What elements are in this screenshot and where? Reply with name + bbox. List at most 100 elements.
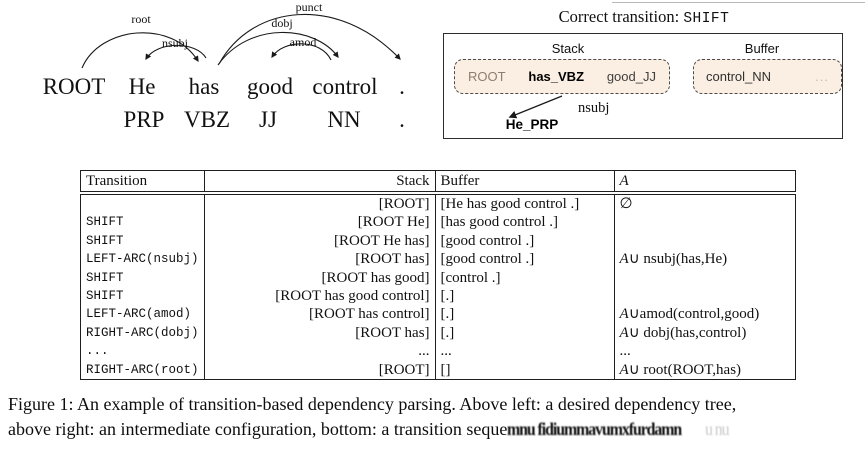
cropped-edge-line [612, 2, 865, 3]
arc-label-nsubj: nsubj [162, 36, 188, 50]
arc-set-cell: A∪ dobj(has,control) [614, 324, 795, 342]
transition-cell: SHIFT [80, 213, 205, 232]
caption-line-2: above right: an intermediate configurati… [8, 417, 862, 442]
figure-caption: Figure 1: An example of transition-based… [8, 392, 862, 441]
arc-label-amod: amod [290, 35, 317, 49]
buffer-cell: [good control .] [435, 250, 615, 269]
nsubj-arrow [508, 95, 563, 119]
buffer-item-control-nn: control_NN [706, 69, 772, 84]
panel-title: Correct transition: SHIFT [443, 7, 845, 27]
stack-cell: [ROOT] [204, 360, 436, 380]
arc-dobj [217, 32, 339, 66]
stack-cell: [ROOT He has] [204, 231, 436, 251]
transition-cell: LEFT-ARC(nsubj) [80, 250, 205, 269]
tree-word-he: He [129, 74, 156, 99]
arc-nsubj [145, 44, 207, 61]
transition-cell: SHIFT [80, 231, 205, 251]
arc-root [81, 32, 199, 69]
table-row: SHIFT [ROOT has good control] [.] [80, 287, 796, 306]
arc-set-cell [614, 269, 795, 287]
arc-set-cell [614, 287, 795, 305]
arc-set-cell [614, 232, 795, 250]
stack-item-has-vbz: has_VBZ [528, 69, 585, 84]
arc-set-rest: ... [619, 343, 631, 360]
stack-cell: [ROOT has good] [204, 268, 436, 288]
table-row: SHIFT [ROOT He has] [good control .] [80, 231, 796, 251]
arc-set-cell: A∪ nsubj(has,He) [614, 250, 795, 268]
tree-pos-vbz: VBZ [184, 107, 230, 132]
stack-item-root: ROOT [468, 69, 506, 84]
table-row: SHIFT [ROOT has good] [control .] [80, 268, 796, 288]
stack-cell: [ROOT has] [204, 250, 436, 269]
pending-item-he-prp: He_PRP [506, 117, 559, 132]
transition-cell: ... [80, 342, 205, 361]
tree-word-good: good [247, 74, 294, 99]
buffer-label: Buffer [744, 41, 780, 56]
table-row: LEFT-ARC(nsubj) [ROOT has] [good control .… [80, 250, 796, 269]
transition-table: Transition Stack Buffer A [ROOT] [He has … [80, 170, 796, 381]
stack-item-good-jj: good_JJ [606, 69, 656, 84]
arc-set-rest: ∪ nsubj(has,He) [628, 251, 728, 268]
dependency-tree: root nsubj punct dobj amod ROOT He has g… [43, 0, 405, 132]
arc-label-punct: punct [296, 0, 323, 14]
stack-cell: [ROOT has good control] [204, 287, 436, 306]
buffer-container: control_NN ... [693, 59, 842, 94]
arc-set-cell [614, 213, 795, 231]
nsubj-arc-label: nsubj [578, 100, 609, 116]
arc-label-root: root [131, 12, 151, 26]
table-row: [ROOT] [He has good control .] ∅ [80, 193, 796, 214]
stack-cell: [ROOT has] [204, 323, 436, 343]
table-header: Transition Stack Buffer A [80, 170, 796, 195]
tree-word-has: has [189, 74, 220, 99]
transition-cell: SHIFT [80, 268, 205, 288]
stack-label: Stack [551, 41, 585, 56]
arc-label-dobj: dobj [271, 16, 292, 30]
nsubj-arc-overlay: nsubj He_PRP [506, 95, 609, 132]
arc-set-rest: ∪ root(ROOT,has) [628, 361, 742, 378]
buffer-cell: [He has good control .] [435, 193, 615, 214]
caption-line-1: Figure 1: An example of transition-based… [8, 394, 737, 414]
tree-pos-nn: NN [327, 107, 361, 132]
tree-word-root: ROOT [43, 74, 106, 99]
arc-set-rest: ∅ [619, 196, 633, 212]
stack-container: ROOT has_VBZ good_JJ [454, 59, 670, 94]
transition-cell: LEFT-ARC(amod) [80, 305, 205, 324]
panel-title-text: Correct transition: [558, 7, 684, 26]
buffer-cell: ... [435, 342, 615, 361]
arc-set-cell: A∪amod(control,good) [614, 305, 795, 323]
stack-cell: [ROOT has control] [204, 305, 436, 324]
arc-set-A: A [619, 324, 629, 341]
arc-set-cell: ∅ [614, 193, 795, 213]
buffer-cell: [.] [435, 323, 615, 343]
buffer-cell: [.] [435, 305, 615, 324]
arc-set-cell: ... [614, 342, 795, 360]
stack-cell: [ROOT] [204, 193, 436, 214]
table-row: RIGHT-ARC(root) [ROOT][] A∪ root(ROOT,has) [80, 360, 796, 380]
buffer-cell: [.] [435, 287, 615, 306]
arc-set-A: A [619, 361, 629, 378]
transition-cell: RIGHT-ARC(dobj) [80, 323, 205, 343]
tree-word-period: . [399, 74, 405, 99]
arc-amod [271, 43, 332, 61]
table-row: SHIFT [ROOT He] [has good control .] [80, 213, 796, 232]
caption-garbled-faint-text: u nu [705, 418, 730, 439]
buffer-cell: [control .] [435, 268, 615, 288]
caption-garbled-text: mnu fidiummavumxfurdamn [507, 418, 682, 439]
buffer-cell: [] [435, 360, 615, 380]
arc-set-A: A [619, 251, 629, 268]
header-stack: Stack [204, 170, 436, 195]
tree-pos-period: . [399, 107, 405, 132]
transition-table-body: [ROOT] [He has good control .] ∅ SHIFT [ROOT… [80, 193, 796, 380]
arc-set-cell: A∪ root(ROOT,has) [614, 361, 795, 380]
table-row: LEFT-ARC(amod) [ROOT has control] [.] A∪amo… [80, 305, 796, 324]
arc-punct [218, 14, 401, 65]
header-buffer: Buffer [435, 170, 615, 195]
stack-cell: [ROOT He] [204, 213, 436, 232]
transition-cell [80, 193, 205, 214]
arc-set-rest: ∪ dobj(has,control) [628, 324, 747, 341]
header-arc-set: A [614, 170, 796, 195]
tree-pos-prp: PRP [124, 107, 165, 132]
buffer-cell: [good control .] [435, 231, 615, 251]
buffer-item-ellipsis: ... [815, 69, 829, 84]
